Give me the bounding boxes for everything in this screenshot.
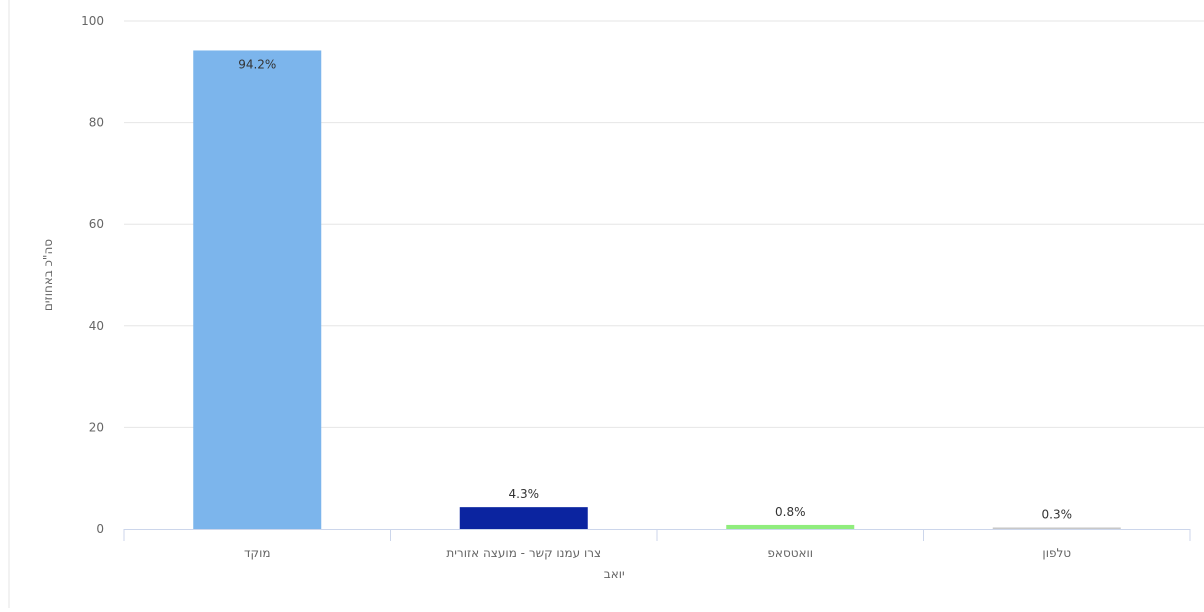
x-axis xyxy=(123,529,1191,541)
data-label: 94.2% xyxy=(238,57,276,71)
y-axis-title: סה"כ באחוזים xyxy=(41,239,55,311)
y-axis-ticks: 0 20 40 60 80 100 xyxy=(81,14,104,536)
bar xyxy=(193,50,322,530)
y-tick-label: 80 xyxy=(89,116,104,130)
x-tick-label: טלפון xyxy=(1042,546,1071,560)
bar xyxy=(992,527,1121,529)
x-tick-label: מוקד xyxy=(244,546,270,560)
bar xyxy=(459,507,588,529)
data-label: 0.3% xyxy=(1042,507,1073,521)
data-label: 4.3% xyxy=(509,487,540,501)
y-tick-label: 40 xyxy=(89,319,104,333)
data-label: 0.8% xyxy=(775,505,806,519)
y-tick-label: 20 xyxy=(89,420,104,434)
x-tick-label: צרו עמנו קשר - מועצה אזורית xyxy=(446,546,601,560)
y-tick-label: 60 xyxy=(89,217,104,231)
bars xyxy=(193,50,1121,530)
y-tick-label: 0 xyxy=(96,522,104,536)
bar xyxy=(726,524,855,529)
x-tick-label: וואטסאפ xyxy=(767,546,813,560)
y-tick-label: 100 xyxy=(81,14,104,28)
x-tick-label: יואב xyxy=(604,567,625,581)
data-labels: 94.2% 4.3% 0.8% 0.3% xyxy=(238,57,1072,521)
